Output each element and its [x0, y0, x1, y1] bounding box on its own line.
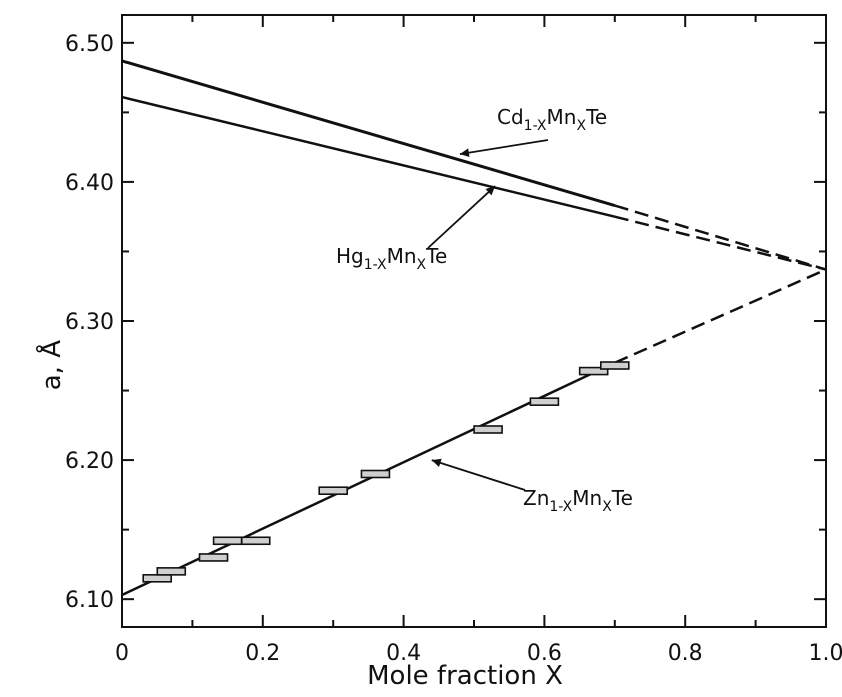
svg-text:a, Å: a, Å — [35, 340, 67, 390]
y-tick-label: 6.50 — [65, 32, 114, 57]
zn-data-point — [142, 574, 172, 583]
x-tick-label: 0 — [115, 641, 129, 666]
x-axis-title: Mole fraction X — [367, 661, 563, 691]
annotation-zn: Zn1-XMnXTe — [431, 458, 633, 515]
axis-ticks — [121, 15, 827, 627]
series-line-hg — [121, 95, 616, 218]
y-tick-label: 6.30 — [65, 310, 114, 335]
y-axis-title-sep: , — [37, 358, 67, 375]
zn-data-point — [240, 536, 271, 546]
zn-data-point — [360, 469, 391, 479]
annotation-hg: Hg1-XMnXTe — [336, 185, 496, 273]
zn-data-point — [212, 536, 243, 546]
annotation-arrowhead — [459, 148, 470, 157]
y-axis-title-main: a — [37, 374, 67, 390]
annotation-arrowhead — [485, 186, 496, 196]
y-tick-label: 6.20 — [65, 449, 114, 474]
annotation-arrowhead — [431, 458, 442, 467]
zn-data-point — [599, 361, 630, 370]
annotation-label: Zn1-XMnXTe — [523, 486, 633, 515]
series-dashed-zn — [614, 268, 827, 364]
x-tick-label: 0.6 — [527, 641, 562, 666]
x-tick-label: 0.2 — [245, 641, 280, 666]
zn-data-point — [473, 425, 503, 434]
zn-data-point — [529, 397, 560, 406]
data-points — [142, 361, 630, 583]
series-line-cd — [121, 59, 616, 207]
annotation-arrow — [431, 459, 526, 491]
series-dashed-hg — [614, 215, 827, 271]
zn-data-point — [198, 553, 229, 562]
y-tick-label: 6.10 — [65, 588, 114, 613]
x-tick-label: 1.0 — [809, 641, 842, 666]
zn-data-point — [156, 567, 187, 576]
x-tick-label: 0.4 — [386, 641, 421, 666]
annotation-label: Cd1-XMnXTe — [497, 105, 607, 134]
annotation-label: Hg1-XMnXTe — [336, 244, 447, 273]
series-dashed-cd — [614, 204, 827, 271]
annotation-arrow — [459, 139, 549, 155]
axis-tick-labels: 0 0.2 0.4 0.6 0.8 1.0 6.10 6.20 6.30 6.40 6.50 — [65, 32, 842, 666]
zn-data-point — [578, 366, 609, 376]
y-axis-title-unit: Å — [35, 340, 67, 358]
annotation-arrow — [427, 185, 496, 249]
x-tick-label: 0.8 — [668, 641, 703, 666]
annotation-cd: Cd1-XMnXTe — [459, 105, 607, 157]
series-lines — [121, 59, 827, 597]
plot-frame — [121, 14, 827, 628]
zn-data-point — [318, 486, 349, 495]
y-axis-title: a, Å — [35, 340, 67, 390]
series-annotations: Cd1-XMnXTe Hg1-XMnXTe Zn1-XMnXTe — [336, 105, 633, 515]
y-tick-label: 6.40 — [65, 171, 114, 196]
